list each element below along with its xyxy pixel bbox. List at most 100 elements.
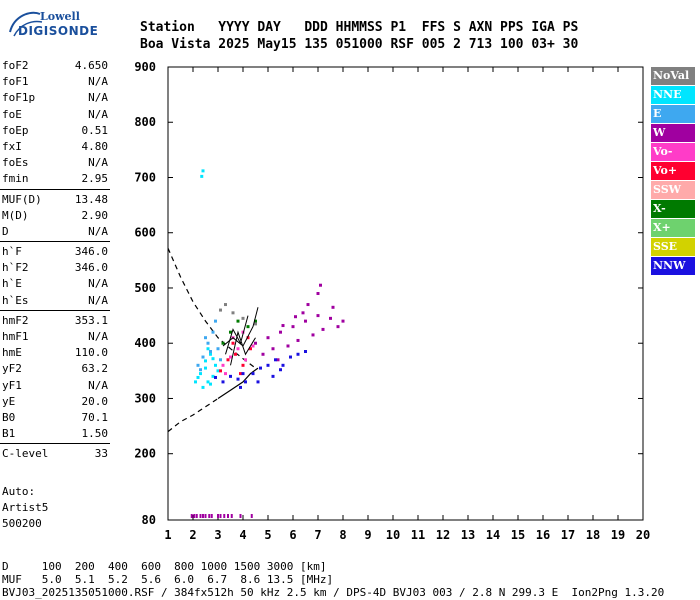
legend-item-vo: Vo+ — [651, 162, 695, 180]
echo-point-nnw — [221, 380, 225, 384]
param-row: yF1 N/A — [0, 378, 110, 394]
echo-point-nnw — [244, 380, 247, 384]
bottom-echo-mark — [227, 514, 229, 518]
param-name: C-level — [2, 447, 49, 461]
legend-item-nnw: NNW — [651, 257, 695, 275]
echo-point-e — [219, 358, 222, 362]
echo-point-e — [216, 347, 220, 351]
param-row: B1 1.50 — [0, 426, 110, 442]
echo-point-vo — [241, 363, 245, 367]
y-tick-label: 600 — [134, 226, 156, 240]
echo-point-w — [316, 314, 320, 318]
x-tick-label: 6 — [289, 528, 296, 542]
param-row: MUF(D) 13.48 — [0, 192, 110, 208]
param-name: yE — [2, 394, 16, 408]
echo-point-nne — [211, 357, 215, 361]
header-labels: Station YYYY DAY DDD HHMMSS P1 FFS S AXN… — [140, 20, 579, 35]
echo-point-w — [331, 305, 335, 309]
param-row: yE 20.0 — [0, 394, 110, 410]
x-tick-label: 13 — [461, 528, 475, 542]
footer-info: D 100 200 400 600 800 1000 1500 3000 [km… — [2, 560, 664, 599]
param-value: 2.95 — [81, 172, 109, 186]
electron-density-profile-upper — [167, 247, 256, 369]
echo-point-nne — [211, 374, 215, 378]
param-value: N/A — [88, 224, 108, 238]
param-value: N/A — [88, 378, 108, 392]
auto-label: Auto: — [2, 485, 36, 498]
legend-item-x: X- — [651, 200, 695, 218]
param-name: D — [2, 224, 9, 238]
param-row: foEp 0.51 — [0, 123, 110, 139]
echo-point-vo — [236, 347, 240, 351]
param-row: B0 70.1 — [0, 410, 110, 426]
chart-axes: 1 2 3 4 5 6 7 8 9 10 11 12 13 14 15 16 17 18 19 20802003004… — [134, 60, 650, 542]
x-tick-label: 10 — [386, 528, 400, 542]
param-row: yF2 63.2 — [0, 361, 110, 377]
echo-point-e — [196, 363, 200, 367]
echo-point-vo — [244, 358, 247, 362]
auto-version: 500200 — [2, 517, 42, 530]
echo-point-w — [294, 315, 297, 319]
echo-point-w — [254, 341, 257, 345]
plot-frame — [167, 66, 644, 521]
param-value: N/A — [88, 91, 108, 105]
param-name: h`E — [2, 277, 22, 291]
echo-point-nnw — [271, 374, 275, 378]
echo-point-nnw — [279, 368, 282, 372]
trace-segment — [230, 330, 256, 366]
bottom-echo-mark — [202, 514, 204, 518]
echo-point-vo — [239, 372, 242, 376]
echo-point-e — [201, 355, 205, 359]
echo-point-vo — [246, 336, 250, 340]
param-separator — [0, 188, 110, 190]
echo-point-w — [319, 283, 322, 287]
logo-swirl-icon — [9, 11, 43, 37]
param-name: foEs — [2, 156, 29, 170]
bottom-echo-mark — [223, 514, 226, 518]
param-row: C-level 33 — [0, 446, 110, 462]
param-value: 20.0 — [81, 394, 109, 408]
echo-point-e — [214, 319, 217, 323]
param-value: 70.1 — [81, 410, 109, 424]
echo-point-w — [276, 358, 280, 362]
echo-point-nne — [214, 363, 217, 367]
bottom-echo-mark — [193, 514, 196, 518]
bottom-echo-mark — [230, 514, 233, 518]
param-value: N/A — [88, 75, 108, 89]
x-tick-label: 19 — [611, 528, 625, 542]
file-info: BVJ03_2025135051000.RSF / 384fx512h 50 k… — [2, 586, 665, 599]
echo-point-vo — [231, 341, 235, 345]
echo-point-w — [301, 311, 305, 315]
echo-point-vo — [249, 347, 252, 351]
bottom-echo-mark — [219, 514, 222, 518]
polarization-legend: NoVal NNE E W Vo- Vo+ SSW X- X+ SSE NNW — [651, 67, 695, 276]
param-value: N/A — [88, 107, 108, 121]
x-tick-label: 17 — [561, 528, 575, 542]
echo-point-nne — [204, 359, 207, 363]
legend-item-w: W — [651, 124, 695, 142]
echo-point-vo — [251, 344, 255, 348]
echo-point-w — [279, 330, 282, 334]
x-tick-label: 8 — [339, 528, 346, 542]
param-value: N/A — [88, 293, 108, 307]
param-row: hmF2 353.1 — [0, 313, 110, 329]
echo-point-w — [336, 325, 340, 329]
echo-point-nnw — [241, 372, 245, 376]
echo-point-nnw — [239, 385, 242, 389]
bottom-echo-mark — [250, 514, 253, 518]
param-name: yF2 — [2, 362, 22, 376]
param-value: 63.2 — [81, 362, 109, 376]
param-value: N/A — [88, 156, 108, 170]
param-value: 4.650 — [74, 59, 108, 72]
echo-point-vo — [224, 372, 227, 376]
trace-segment — [222, 307, 259, 347]
param-name: foF1p — [2, 91, 36, 105]
x-tick-label: 4 — [239, 528, 246, 542]
echo-point-vo — [221, 363, 225, 367]
param-name: foF2 — [2, 59, 29, 72]
echo-point-x — [229, 330, 232, 334]
muf-row: MUF 5.0 5.1 5.2 5.6 6.0 6.7 8.6 13.5 [MH… — [2, 573, 334, 586]
echo-point-nne — [196, 375, 200, 379]
param-name: foE — [2, 107, 22, 121]
x-tick-label: 9 — [364, 528, 371, 542]
